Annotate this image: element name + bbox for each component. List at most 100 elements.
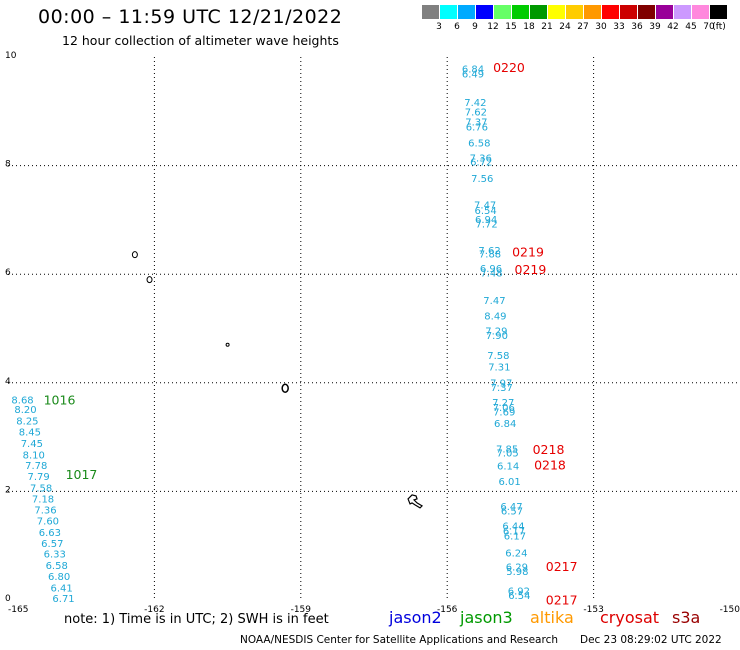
x-tick-label: -150 [720, 605, 740, 615]
wave-height-label: 6.41 [50, 583, 72, 594]
wave-height-label: 6.84 [462, 65, 484, 76]
x-tick-label: -159 [291, 605, 312, 615]
legend-swatch [458, 5, 475, 19]
wave-height-label: 7.18 [32, 494, 54, 505]
pass-time-label: 1016 [44, 393, 76, 408]
wave-height-label: 7.42 [464, 98, 486, 109]
wave-height-label: 8.68 [11, 395, 33, 406]
wave-height-label: 7.37 [465, 117, 487, 128]
y-tick-label: 2 [5, 485, 11, 495]
wave-height-label: 6.57 [501, 507, 523, 518]
axis-tick-labels: -165 -162 -159 -156 -153 -150 0 2 4 6 8 10 [5, 51, 740, 615]
footer-credit: NOAA/NESDIS Center for Satellite Applica… [240, 634, 558, 646]
legend-label: 18 [523, 22, 535, 32]
x-tick-label: -153 [583, 605, 603, 615]
island-outline [131, 251, 138, 259]
wave-height-label: 7.36 [34, 506, 56, 517]
wave-height-label: 6.76 [466, 122, 488, 133]
legend-swatch [710, 5, 727, 19]
wave-height-label: 6.57 [41, 539, 63, 550]
satellite-name-s3a: s3a [672, 608, 701, 627]
wave-height-label: 6.54 [508, 591, 530, 602]
wave-height-label: 6.96 [480, 264, 502, 275]
pass-time-label: 0218 [533, 442, 565, 457]
wave-height-label: 6.29 [506, 563, 528, 574]
wave-height-label: 7.06 [493, 403, 515, 414]
wave-height-label: 7.45 [21, 439, 43, 450]
map-title: 00:00 – 11:59 UTC 12/21/2022 [38, 6, 343, 28]
legend-swatch [512, 5, 529, 19]
wave-height-label: 7.58 [30, 483, 52, 494]
legend-unit: (ft) [712, 22, 726, 32]
y-tick-label: 6 [5, 268, 11, 278]
legend-swatch [620, 5, 637, 19]
island-outline [281, 383, 289, 393]
wave-height-label: 8.20 [14, 405, 36, 416]
legend-label: 15 [505, 22, 517, 32]
wave-height-label: 7.69 [493, 407, 515, 418]
wave-height-label: 6.72 [470, 158, 492, 169]
legend-swatch [656, 5, 673, 19]
pass-time-label: 0219 [512, 244, 544, 259]
satellite-name-jason2: jason2 [389, 608, 442, 627]
wave-height-label: 6.92 [508, 587, 530, 598]
wave-height-color-legend: 3 6 9 12 15 18 21 24 27 30 33 36 39 42 45 70 (ft) [422, 5, 728, 35]
wave-height-label: 6.58 [468, 139, 490, 150]
legend-swatch [422, 5, 439, 19]
wave-height-label: 7.05 [496, 449, 518, 460]
legend-label: 39 [649, 22, 661, 32]
wave-height-label: 6.33 [44, 550, 66, 561]
wave-height-label: 6.24 [505, 549, 527, 560]
satellite-name-jason3: jason3 [460, 608, 513, 627]
wave-height-label: 6.17 [503, 526, 525, 537]
wave-height-label: 6.80 [48, 572, 70, 583]
wave-height-label: 6.44 [502, 521, 524, 532]
wave-height-label: 8.45 [19, 427, 41, 438]
legend-label: 9 [472, 22, 478, 32]
legend-swatch [602, 5, 619, 19]
island-outlines [131, 251, 424, 509]
legend-label: 45 [685, 22, 697, 32]
wave-height-label: 7.47 [483, 296, 505, 307]
pass-time-label: 0217 [546, 559, 578, 574]
island-outline [146, 276, 153, 284]
wave-height-label: 8.49 [484, 311, 506, 322]
legend-swatch [674, 5, 691, 19]
legend-label: 33 [613, 22, 625, 32]
y-tick-label: 0 [5, 594, 11, 604]
wave-height-label: 6.47 [500, 502, 522, 513]
wave-height-label: 7.37 [491, 383, 513, 394]
wave-height-label: 8.10 [23, 450, 45, 461]
pass-time-label: 1017 [66, 467, 98, 482]
wave-height-label: 6.14 [497, 462, 519, 473]
wave-height-label: 7.62 [478, 246, 500, 257]
wave-height-label: 6.49 [462, 70, 484, 81]
wave-height-label: 7.60 [37, 517, 59, 528]
legend-label: 21 [541, 22, 553, 32]
y-tick-label: 10 [5, 51, 17, 61]
wave-height-label: 7.31 [488, 362, 510, 373]
legend-swatch [584, 5, 601, 19]
wave-height-label: 7.47 [474, 200, 496, 211]
legend-label: 3 [436, 22, 442, 32]
wave-height-label: 5.98 [506, 567, 528, 578]
legend-label: 24 [559, 22, 571, 32]
x-tick-label: -165 [8, 605, 28, 615]
wave-height-label: 7.79 [28, 472, 50, 483]
wave-height-label: 7.48 [480, 268, 502, 279]
wave-height-label: 6.01 [498, 477, 520, 488]
wave-height-label: 6.63 [39, 528, 61, 539]
legend-swatch [476, 5, 493, 19]
wave-height-label: 7.72 [476, 220, 498, 231]
pass-time-label: 0220 [493, 60, 525, 75]
wave-height-label: 7.97 [490, 379, 512, 390]
altimeter-tracks: 6.846.497.427.627.376.766.587.366.727.56… [11, 60, 577, 607]
legend-label: 27 [577, 22, 589, 32]
wave-height-label: 7.78 [25, 461, 47, 472]
legend-label: 30 [595, 22, 607, 32]
y-tick-label: 8 [5, 160, 11, 170]
satellite-name-cryosat: cryosat [600, 608, 660, 627]
wave-height-label: 7.62 [465, 108, 487, 119]
wave-height-label: 7.90 [486, 331, 508, 342]
legend-swatch [548, 5, 565, 19]
